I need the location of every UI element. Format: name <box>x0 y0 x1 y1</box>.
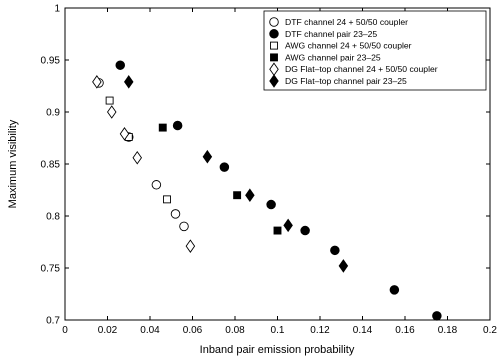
data-point <box>266 199 276 210</box>
x-tick-label: 0.06 <box>183 325 203 336</box>
legend-entry: AWG channel pair 23–25 <box>270 52 381 62</box>
data-point <box>151 180 162 190</box>
legend-entry: DTF channel pair 23–25 <box>269 29 377 39</box>
legend: DTF channel 24 + 50/50 coupler DTF channe… <box>263 10 487 91</box>
x-tick-label: 0.04 <box>140 325 160 336</box>
data-point <box>219 162 230 172</box>
legend-label: DG Flat–top channel pair 23–25 <box>285 76 407 86</box>
data-points <box>92 60 442 321</box>
x-tick-label: 0 <box>62 325 68 336</box>
legend-label: DTF channel 24 + 50/50 coupler <box>285 17 408 27</box>
y-tick-label: 0.95 <box>41 56 61 67</box>
series-2-points <box>115 60 442 321</box>
legend-marker <box>270 41 278 50</box>
legend-marker <box>270 53 278 62</box>
data-point <box>233 191 242 200</box>
y-tick-label: 0.9 <box>46 108 60 119</box>
legend-entry: DG Flat–top channel 24 + 50/50 coupler <box>269 62 438 76</box>
legend-box <box>263 10 487 91</box>
legend-marker <box>269 29 279 39</box>
x-tick-label: 0.18 <box>438 325 458 336</box>
x-tick-label: 0.12 <box>310 325 330 336</box>
data-point <box>185 239 196 253</box>
legend-marker <box>269 17 279 27</box>
data-point <box>300 225 310 236</box>
y-tick-label: 1 <box>54 4 60 15</box>
legend-entry: AWG channel 24 + 50/50 coupler <box>270 41 412 51</box>
x-axis-label: Inband pair emission probability <box>200 344 355 356</box>
x-tick-label: 0.14 <box>353 325 373 336</box>
y-tick-label: 0.7 <box>46 316 60 327</box>
legend-label: AWG channel pair 23–25 <box>285 52 381 62</box>
series-6-points <box>124 75 349 273</box>
data-point <box>179 221 189 232</box>
data-point <box>107 105 117 119</box>
legend-marker <box>269 74 279 88</box>
series-4-points <box>158 123 282 235</box>
x-tick-label: 0.08 <box>225 325 245 336</box>
y-tick-label: 0.75 <box>41 264 61 275</box>
data-point <box>389 285 400 295</box>
data-point <box>202 149 213 164</box>
x-tick-label: 0.2 <box>483 325 497 336</box>
series-5-points <box>92 75 196 253</box>
legend-entry: DG Flat–top channel pair 23–25 <box>269 74 407 88</box>
data-point <box>330 245 340 256</box>
data-point <box>172 120 183 131</box>
y-tick-label: 0.8 <box>46 212 60 223</box>
legend-entry: DTF channel 24 + 50/50 coupler <box>269 17 408 27</box>
x-tick-label: 0.1 <box>271 325 285 336</box>
y-tick-label: 0.85 <box>41 160 61 171</box>
legend-label: DTF channel pair 23–25 <box>285 29 377 39</box>
y-axis-label: Maximum visibility <box>7 119 19 208</box>
data-point <box>338 259 349 273</box>
x-tick-label: 0.02 <box>98 325 118 336</box>
axis-ticks: 0 0.02 0.04 0.06 0.08 0.1 0.12 0.14 0.16 0.18 0.2 0… <box>41 4 498 337</box>
data-point <box>273 226 282 235</box>
data-point <box>115 60 125 70</box>
data-point <box>92 75 102 89</box>
data-point <box>163 195 171 204</box>
data-point <box>105 96 114 105</box>
legend-label: AWG channel 24 + 50/50 coupler <box>285 41 412 51</box>
legend-label: DG Flat–top channel 24 + 50/50 coupler <box>285 64 438 74</box>
data-point <box>245 188 255 202</box>
data-point <box>124 75 134 89</box>
data-point <box>119 127 130 141</box>
x-tick-label: 0.16 <box>395 325 415 336</box>
data-point <box>158 123 167 132</box>
data-point <box>132 150 142 165</box>
data-point <box>170 209 181 219</box>
data-point <box>432 311 442 321</box>
data-point <box>283 218 293 233</box>
